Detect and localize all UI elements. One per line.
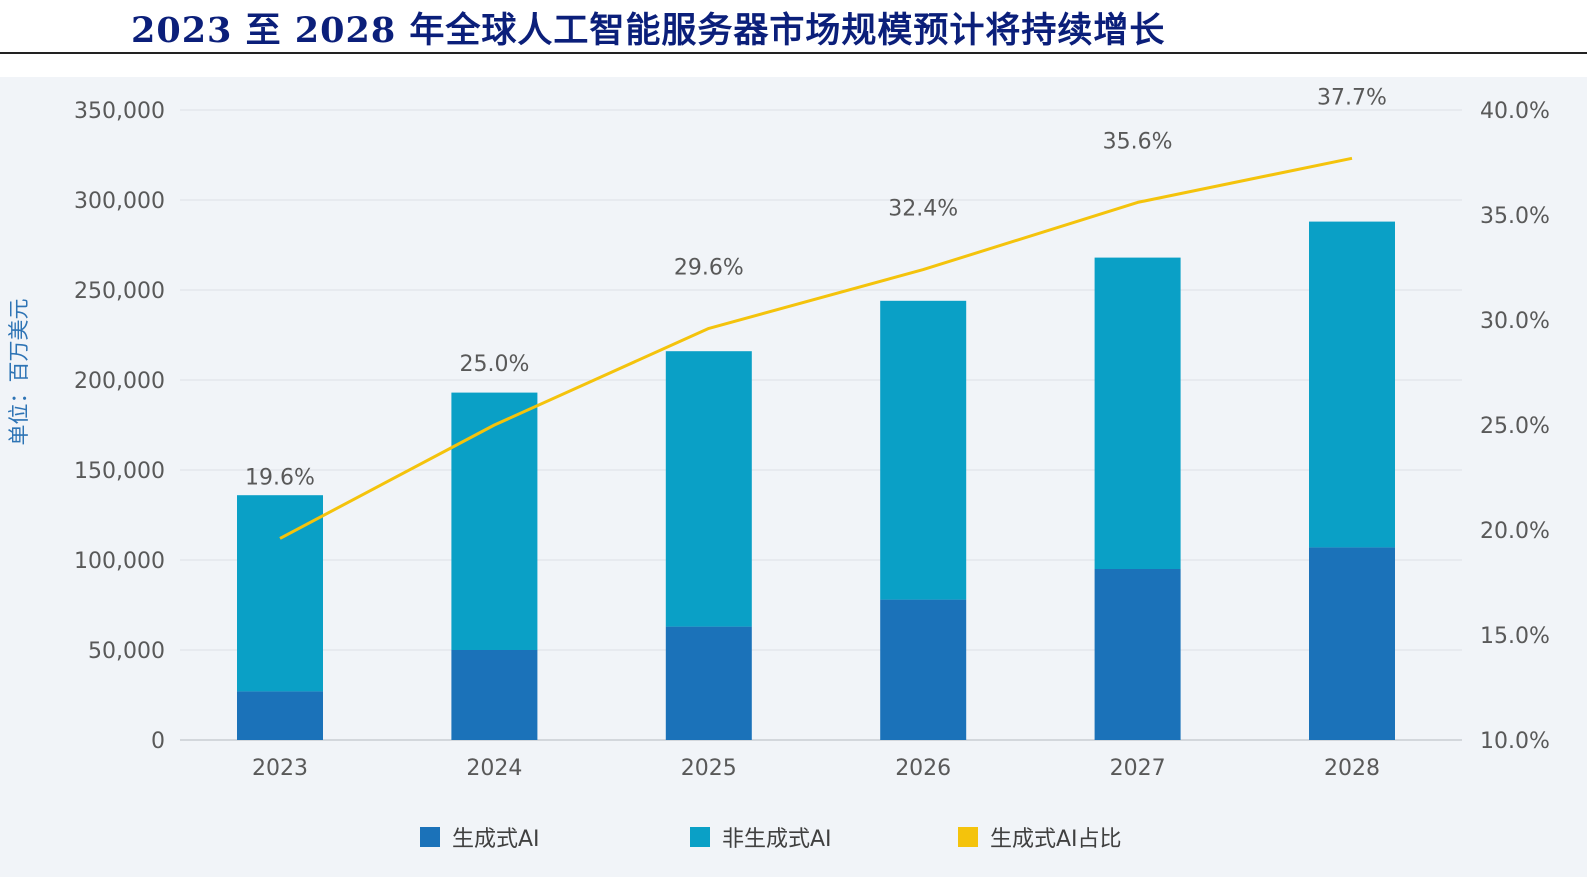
legend-generative-ai: 生成式AI	[420, 827, 540, 852]
y-tick-label: 250,000	[74, 279, 165, 304]
y2-tick-label: 20.0%	[1480, 519, 1550, 544]
title-bar: 2023 至 2028 年全球人工智能服务器市场规模预计将持续增长	[0, 0, 1587, 52]
share-data-label: 19.6%	[245, 465, 315, 490]
y-axis-title: 单位：百万美元	[7, 299, 31, 446]
x-tick-label: 2025	[681, 756, 737, 781]
x-tick-label: 2024	[466, 756, 522, 781]
bar-generative-ai	[880, 599, 967, 740]
share-data-label: 37.7%	[1317, 85, 1387, 110]
bar-generative-ai	[1309, 547, 1395, 740]
bar-generative-ai	[237, 691, 323, 740]
y-tick-label: 300,000	[74, 189, 165, 214]
share-data-label: 29.6%	[674, 255, 744, 280]
title-divider	[0, 52, 1587, 54]
share-data-label: 35.6%	[1103, 129, 1173, 154]
bar-non-generative-ai	[1309, 221, 1395, 548]
bar-non-generative-ai	[880, 300, 967, 600]
x-tick-label: 2028	[1324, 756, 1380, 781]
legend-label: 生成式AI占比	[990, 827, 1122, 852]
bar-non-generative-ai	[237, 495, 323, 692]
legend-label: 非生成式AI	[722, 827, 832, 852]
legend-share: 生成式AI占比	[958, 827, 1122, 852]
share-data-label: 25.0%	[459, 352, 529, 377]
y2-tick-label: 15.0%	[1480, 624, 1550, 649]
y2-tick-label: 25.0%	[1480, 414, 1550, 439]
y-tick-label: 0	[151, 729, 165, 754]
page-title: 2023 至 2028 年全球人工智能服务器市场规模预计将持续增长	[131, 10, 1166, 51]
axes: 0 50,000 100,000 150,000 200,000 250,000 300,0…	[74, 99, 1550, 781]
y2-tick-label: 30.0%	[1480, 309, 1550, 334]
x-tick-label: 2026	[895, 756, 951, 781]
share-line: 19.6% 25.0% 29.6% 32.4% 35.6% 37.7%	[245, 85, 1387, 540]
y-tick-label: 100,000	[74, 549, 165, 574]
bars	[237, 221, 1395, 740]
y-tick-label: 150,000	[74, 459, 165, 484]
bar-non-generative-ai	[1094, 257, 1181, 569]
legend-swatch	[420, 827, 440, 847]
bar-generative-ai	[451, 650, 538, 740]
legend-label: 生成式AI	[452, 827, 540, 852]
gridlines	[180, 109, 1462, 741]
legend-swatch	[958, 827, 978, 847]
legend-swatch	[690, 827, 710, 847]
y2-tick-label: 40.0%	[1480, 99, 1550, 124]
y-tick-label: 50,000	[88, 639, 165, 664]
share-data-label: 32.4%	[888, 197, 958, 222]
x-tick-label: 2027	[1110, 756, 1166, 781]
bar-non-generative-ai	[451, 392, 538, 650]
x-tick-label: 2023	[252, 756, 308, 781]
y2-tick-label: 10.0%	[1480, 729, 1550, 754]
y2-tick-label: 35.0%	[1480, 204, 1550, 229]
bar-non-generative-ai	[665, 351, 752, 627]
legend-non-generative-ai: 非生成式AI	[690, 827, 832, 852]
bar-generative-ai	[1094, 569, 1181, 740]
legend: 生成式AI 非生成式AI 生成式AI占比	[420, 827, 1122, 852]
y-tick-label: 350,000	[74, 99, 165, 124]
y-tick-label: 200,000	[74, 369, 165, 394]
share-line-path	[279, 156, 1353, 540]
bar-generative-ai	[665, 626, 752, 740]
